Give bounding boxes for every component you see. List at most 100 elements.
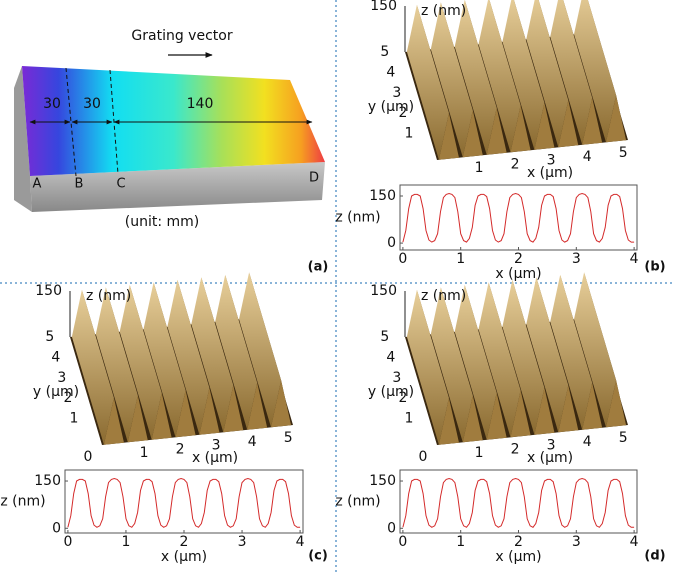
- y-tick-label: 5: [380, 329, 389, 345]
- y-tick-label: 1: [70, 411, 79, 427]
- x-tick-label: 1: [121, 534, 130, 550]
- x-tick-label: 0: [398, 534, 407, 550]
- y-tick-label: 150: [34, 473, 61, 489]
- y-tick-label: 3: [57, 370, 66, 386]
- ridge-face: [574, 0, 617, 143]
- ridge-end: [438, 112, 459, 160]
- segment-label: 30: [43, 96, 61, 112]
- block-side: [14, 66, 32, 212]
- ridge-face: [526, 277, 569, 433]
- x-tick-label: 1: [456, 251, 465, 267]
- ridge-end: [606, 95, 627, 143]
- ridge-end: [462, 395, 483, 443]
- ridge-end: [606, 380, 627, 428]
- ridge-face: [239, 272, 282, 428]
- ridge-face: [143, 282, 186, 438]
- x-tick-label: 4: [630, 534, 639, 550]
- y-axis-label: y (µm): [368, 99, 414, 115]
- ridge-end: [151, 392, 172, 440]
- ridge-face: [119, 284, 162, 440]
- x-tick-label: 1: [140, 445, 149, 461]
- y-axis-label: z (nm): [0, 494, 45, 510]
- x-tick-label: 3: [547, 438, 556, 454]
- x-tick-label: 4: [630, 251, 639, 267]
- x-tick-label: 0: [84, 449, 93, 465]
- x-tick-label: 2: [176, 441, 185, 457]
- y-tick-label: 0: [52, 520, 61, 536]
- panel-label: (b): [644, 260, 665, 275]
- ridge-end: [462, 110, 483, 158]
- ridge-face: [502, 0, 545, 150]
- ridge-face: [550, 274, 593, 430]
- z-tick-label: 150: [370, 283, 397, 299]
- x-axis-label: x (µm): [527, 450, 573, 466]
- block-front: [30, 162, 325, 212]
- y-tick-label: 2: [63, 390, 72, 406]
- x-tick-label: 5: [284, 430, 293, 446]
- surface-3d: [404, 0, 628, 160]
- ridge-face: [502, 279, 545, 435]
- y-tick-label: 3: [392, 370, 401, 386]
- ridge-end: [486, 392, 507, 440]
- x-tick-label: 3: [572, 534, 581, 550]
- y-axis-label: z (nm): [335, 494, 380, 510]
- x-tick-label: 2: [180, 534, 189, 550]
- y-axis-label: y (µm): [33, 384, 79, 400]
- ridge-end: [127, 395, 148, 443]
- ridge-end: [175, 390, 196, 438]
- panel-label: (a): [308, 260, 329, 275]
- ridge-face: [406, 4, 449, 160]
- x-tick-label: 2: [511, 156, 520, 172]
- ridge-face: [430, 287, 473, 443]
- surface-3d: [69, 272, 293, 445]
- point-label: C: [116, 177, 125, 192]
- profile-line: [402, 192, 635, 243]
- x-axis-label: x (µm): [161, 549, 207, 565]
- x-tick-label: 3: [238, 534, 247, 550]
- y-tick-label: 150: [369, 473, 396, 489]
- ridge-end: [582, 97, 603, 145]
- z-tick-label: 150: [35, 283, 62, 299]
- ridge-end: [558, 100, 579, 148]
- x-tick-label: 0: [398, 251, 407, 267]
- ridge-end: [582, 382, 603, 430]
- y-axis-label: z (nm): [335, 210, 380, 226]
- z-axis-label: z (nm): [86, 288, 131, 304]
- x-tick-label: 2: [514, 534, 523, 550]
- y-tick-label: 5: [380, 44, 389, 60]
- ridge-face: [95, 287, 138, 443]
- ridge-face: [550, 0, 593, 145]
- x-tick-label: 4: [583, 434, 592, 450]
- unit-note: (unit: mm): [125, 214, 200, 230]
- ridge-face: [167, 279, 210, 435]
- ridge-face: [191, 277, 234, 433]
- ridge-face: [454, 0, 497, 155]
- x-tick-label: 4: [583, 149, 592, 165]
- x-tick-label: 5: [619, 145, 628, 161]
- z-axis-label: z (nm): [421, 3, 466, 19]
- x-tick-label: 5: [619, 430, 628, 446]
- segment-label: 140: [187, 96, 214, 112]
- ridge-face: [406, 289, 449, 445]
- z-tick-label: 150: [370, 0, 397, 14]
- segment-label: 30: [83, 96, 101, 112]
- y-axis-label: y (µm): [368, 384, 414, 400]
- ridge-face: [71, 289, 114, 445]
- ridge-end: [534, 387, 555, 435]
- panel-label: (d): [644, 549, 665, 564]
- ridge-face: [526, 0, 569, 148]
- ridge-end: [223, 385, 244, 433]
- y-tick-label: 3: [392, 85, 401, 101]
- y-tick-label: 2: [398, 390, 407, 406]
- profile-line: [402, 477, 635, 528]
- ridge-end: [199, 387, 220, 435]
- ridge-face: [478, 282, 521, 438]
- ridge-face: [478, 0, 521, 153]
- x-axis-label: x (µm): [495, 549, 541, 565]
- y-tick-label: 2: [398, 105, 407, 121]
- point-label: D: [309, 171, 319, 186]
- y-tick-label: 4: [51, 349, 60, 365]
- x-tick-label: 4: [248, 434, 257, 450]
- y-tick-label: 1: [405, 411, 414, 427]
